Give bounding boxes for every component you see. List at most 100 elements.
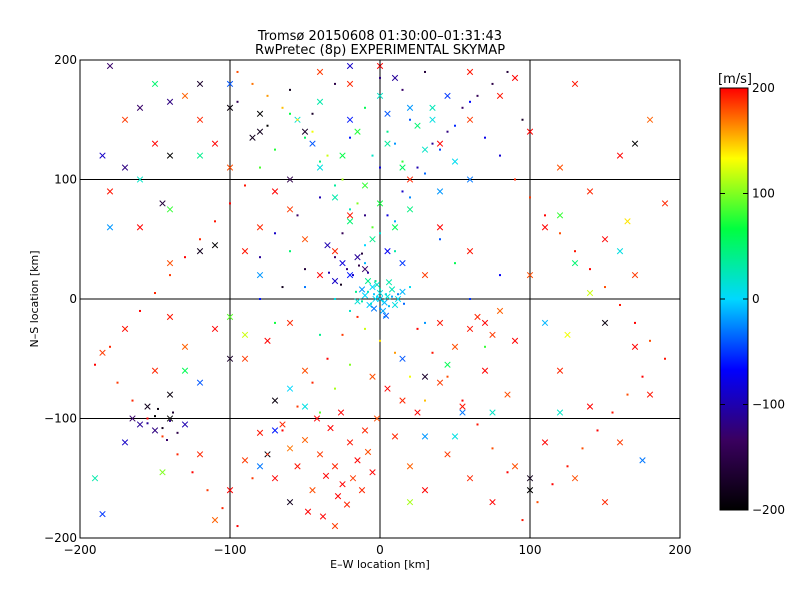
- data-point-x: [249, 134, 256, 141]
- data-point-x: [346, 439, 354, 446]
- data-point-x: [256, 128, 264, 135]
- data-point-x: [571, 259, 579, 267]
- data-point-dot: [358, 264, 360, 267]
- data-point-dot: [341, 178, 344, 181]
- data-point-x: [384, 140, 391, 147]
- data-point-x: [144, 403, 151, 410]
- colorbar: [m/s] −200 −100 0 100 200: [718, 72, 785, 517]
- data-point-x: [256, 224, 264, 231]
- data-point-dot: [544, 214, 546, 217]
- data-point-dot: [379, 307, 381, 310]
- data-point-dot: [439, 238, 441, 241]
- data-point-x: [196, 152, 204, 159]
- data-point-x: [349, 475, 357, 482]
- data-point-x: [601, 236, 609, 243]
- data-point-dot: [649, 339, 651, 342]
- data-point-dot: [454, 124, 456, 127]
- y-tick-label: −200: [44, 531, 77, 545]
- data-point-dot: [356, 315, 359, 318]
- data-point-x: [346, 271, 354, 279]
- data-point-x: [241, 457, 249, 464]
- data-point-dot: [206, 489, 209, 492]
- data-point-dot: [626, 393, 629, 396]
- data-point-x: [211, 242, 219, 249]
- data-point-x: [196, 451, 204, 458]
- data-point-x: [391, 74, 399, 82]
- data-point-dot: [391, 295, 393, 298]
- data-point-x: [354, 128, 361, 135]
- data-point-dot: [154, 292, 156, 295]
- data-point-x: [406, 463, 414, 470]
- data-point-x: [511, 337, 519, 344]
- x-axis-label: E–W location [km]: [330, 558, 430, 571]
- data-point-dot: [424, 70, 426, 73]
- data-point-x: [504, 391, 511, 398]
- data-point-dot: [172, 411, 174, 414]
- data-point-x: [286, 206, 294, 213]
- data-point-x: [286, 498, 294, 506]
- data-point-x: [301, 367, 309, 374]
- data-point-dot: [559, 232, 561, 235]
- data-point-x: [646, 116, 654, 123]
- data-point-x: [616, 248, 624, 255]
- data-point-x: [99, 152, 106, 159]
- data-point-x: [136, 104, 144, 111]
- data-point-dot: [424, 172, 426, 175]
- data-point-dot: [409, 375, 411, 378]
- y-axis-label: N–S location [km]: [28, 250, 41, 347]
- data-point-x: [313, 415, 321, 422]
- data-point-x: [384, 385, 391, 392]
- data-point-x: [226, 164, 234, 171]
- data-point-x: [99, 510, 106, 518]
- data-point-dot: [371, 154, 374, 157]
- data-point-x: [159, 469, 166, 476]
- data-point-x: [301, 436, 309, 444]
- data-point-dot: [364, 244, 366, 247]
- data-point-dot: [664, 357, 666, 360]
- data-point-dot: [274, 232, 276, 235]
- data-point-dot: [266, 453, 269, 456]
- data-point-x: [385, 279, 393, 286]
- data-point-dot: [379, 288, 381, 291]
- data-point-dot: [514, 178, 516, 181]
- data-point-dot: [641, 375, 644, 378]
- data-point-x: [388, 286, 396, 293]
- data-point-dot: [176, 453, 179, 456]
- data-point-dot: [386, 214, 389, 217]
- data-point-dot: [454, 262, 456, 265]
- data-point-x: [256, 429, 264, 436]
- data-point-x: [151, 80, 159, 88]
- data-point-x: [181, 367, 189, 374]
- data-point-dot: [161, 427, 164, 430]
- data-point-x: [309, 487, 316, 494]
- data-point-x: [466, 116, 474, 123]
- data-point-dot: [379, 232, 381, 235]
- y-axis-ticks: −200 −100 0 100 200: [44, 53, 680, 545]
- data-point-dot: [394, 351, 396, 354]
- data-point-dot: [469, 100, 471, 103]
- data-point-x: [444, 451, 451, 458]
- data-point-x: [414, 409, 421, 416]
- data-point-x: [451, 343, 459, 350]
- data-point-x: [271, 475, 279, 482]
- data-point-dot: [574, 250, 576, 253]
- data-point-x: [586, 289, 594, 297]
- data-point-x: [271, 397, 279, 404]
- data-point-dot: [385, 293, 387, 296]
- data-point-dot: [340, 283, 342, 286]
- data-point-dot: [251, 82, 254, 85]
- data-point-x: [406, 498, 414, 506]
- y-tick-label: 200: [54, 53, 77, 67]
- data-point-dot: [416, 166, 419, 169]
- data-point-dot: [506, 70, 509, 73]
- y-tick-label: 0: [69, 292, 77, 306]
- data-point-x: [436, 224, 444, 231]
- data-point-dot: [221, 507, 224, 510]
- x-axis-ticks: −200 −100 0 100 200: [64, 60, 691, 557]
- data-point-x: [301, 236, 309, 243]
- data-point-dot: [274, 148, 276, 151]
- data-point-x: [211, 140, 219, 147]
- data-point-dot: [94, 363, 96, 366]
- colorbar-label: [m/s]: [718, 72, 752, 87]
- data-point-dot: [311, 130, 314, 133]
